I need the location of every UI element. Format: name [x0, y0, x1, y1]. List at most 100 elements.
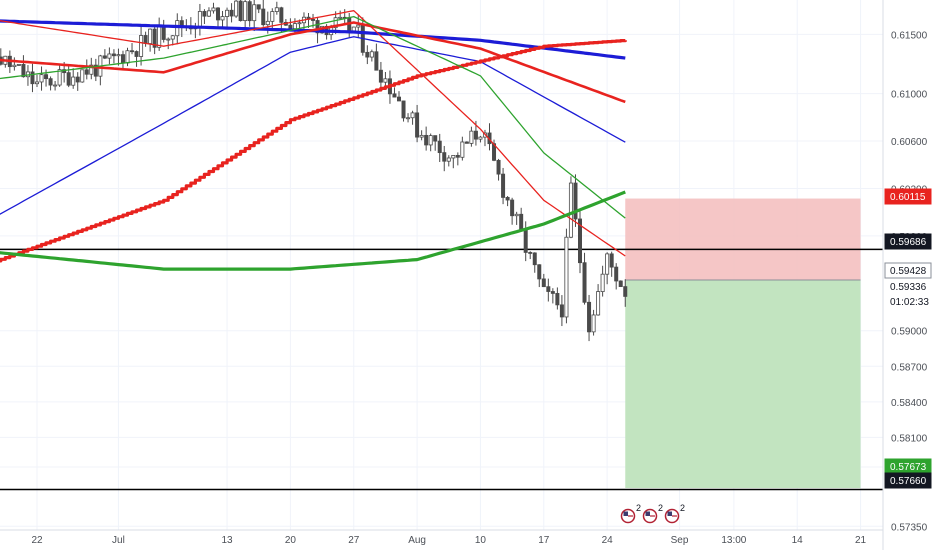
candle-body	[288, 24, 293, 30]
economic-event-marker[interactable]: 2	[620, 503, 642, 524]
candle-body	[315, 20, 320, 34]
candle-body	[369, 51, 374, 58]
moving-average-blue-long	[0, 19, 626, 60]
price-label-last: 0.59336	[890, 282, 927, 293]
candle-body	[428, 135, 433, 146]
candle-body	[406, 117, 411, 120]
candle-body	[152, 28, 157, 48]
price-label-text: 0.60115	[890, 192, 926, 203]
candle-body	[564, 236, 569, 318]
moving-average-red-mid	[0, 21, 626, 104]
candle-body	[415, 112, 420, 138]
x-tick-label: 13	[221, 535, 233, 546]
candle-body	[30, 71, 35, 85]
price-label-timer: 01:02:33	[890, 297, 929, 308]
price-label-text: 0.59428	[890, 266, 927, 277]
y-tick-label: 0.59000	[891, 327, 928, 338]
candle-body	[270, 11, 275, 22]
y-tick-label: 0.58400	[891, 398, 928, 409]
candle-body	[478, 136, 483, 140]
candle-body	[514, 213, 519, 217]
candle-body	[261, 8, 266, 26]
candle-body	[48, 78, 53, 86]
candle-body	[120, 54, 125, 64]
candle-body	[84, 69, 89, 75]
candle-body	[505, 197, 510, 201]
moving-average-green-mid	[0, 15, 626, 219]
candle-body	[519, 213, 524, 230]
moving-average-blue-mid	[0, 36, 626, 215]
candle-body	[410, 112, 415, 119]
price-label-entry: 0.59428	[884, 262, 932, 279]
candle-body	[523, 229, 528, 253]
candle-body	[279, 7, 284, 23]
candle-body	[392, 93, 397, 98]
candle-body	[591, 314, 596, 333]
economic-event-marker[interactable]: 2	[642, 503, 664, 524]
event-count: 2	[658, 503, 663, 513]
candle-body	[623, 286, 628, 297]
candle-body	[252, 4, 257, 22]
candle-body	[197, 11, 202, 28]
x-tick-label: 22	[31, 535, 43, 546]
candle-body	[374, 51, 379, 71]
candle-body	[16, 64, 21, 66]
candle-body	[501, 173, 506, 198]
x-tick-label: 14	[792, 535, 804, 546]
candle-body	[229, 9, 234, 17]
candle-body	[125, 50, 130, 64]
y-tick-label: 0.61500	[891, 30, 928, 41]
candle-body	[220, 16, 225, 21]
candle-body	[555, 293, 560, 306]
stop-loss-zone[interactable]	[625, 198, 861, 280]
candle-body	[21, 64, 26, 78]
candle-body	[44, 74, 49, 80]
candle-body	[53, 84, 58, 87]
candle-body	[107, 53, 112, 59]
price-label-text: 0.57660	[890, 476, 927, 487]
candle-body	[469, 130, 474, 144]
candle-body	[93, 64, 98, 77]
candle-body	[66, 72, 71, 86]
candle-body	[265, 20, 270, 26]
candle-body	[600, 273, 605, 292]
moving-average-green-slow	[0, 190, 626, 271]
price-label-text: 0.57673	[890, 462, 927, 473]
x-tick-label: 13:00	[721, 535, 746, 546]
candle-body	[57, 69, 62, 86]
price-label-text: 0.59336	[890, 282, 927, 293]
candle-body	[116, 54, 121, 57]
candle-body	[170, 35, 175, 40]
candle-body	[578, 218, 583, 264]
price-label-box	[884, 472, 932, 489]
candle-body	[609, 253, 614, 268]
candle-body	[111, 53, 116, 57]
candle-body	[71, 76, 76, 86]
x-tick-label: 17	[538, 535, 550, 546]
candle-body	[225, 9, 230, 17]
candle-body	[247, 1, 252, 22]
candle-body	[80, 69, 85, 83]
x-tick-label: 27	[348, 535, 360, 546]
candle-body	[573, 182, 578, 220]
candle-body	[243, 1, 248, 22]
candle-body	[143, 35, 148, 44]
candle-body	[338, 16, 343, 19]
y-tick-label: 0.58700	[891, 362, 928, 373]
y-tick-label: 0.58100	[891, 433, 928, 444]
candle-body	[166, 38, 171, 41]
candle-body	[419, 134, 424, 138]
candle-body	[175, 20, 180, 37]
price-label-box	[884, 188, 932, 205]
x-tick-label: 24	[602, 535, 614, 546]
candle-body	[587, 301, 592, 333]
x-tick-label: 20	[285, 535, 297, 546]
candle-body	[618, 280, 623, 287]
price-label-level: 0.59686	[884, 233, 932, 250]
take-profit-zone[interactable]	[625, 279, 861, 489]
economic-event-marker[interactable]: 2	[664, 503, 686, 524]
price-label-stop: 0.60115	[884, 188, 932, 205]
candle-body	[356, 24, 361, 28]
